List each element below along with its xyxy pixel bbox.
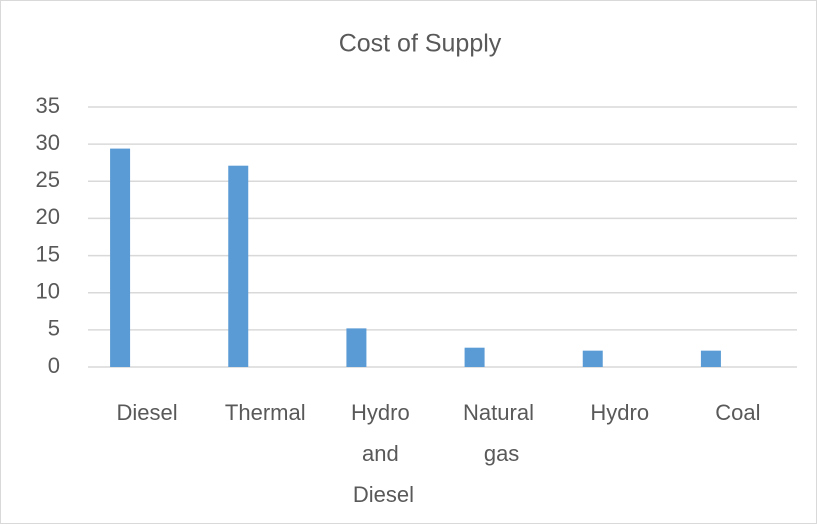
chart-title: Cost of Supply	[339, 30, 502, 58]
y-tick-label: 25	[36, 167, 60, 192]
x-tick-label: Coal	[715, 400, 760, 425]
x-tick-label: Thermal	[225, 400, 306, 425]
y-tick-label: 5	[48, 316, 60, 341]
y-tick-label: 30	[36, 130, 60, 155]
y-tick-label: 10	[36, 279, 60, 304]
y-tick-label: 0	[48, 353, 60, 378]
y-tick-label: 35	[36, 93, 60, 118]
bar	[110, 148, 131, 367]
y-tick-label: 15	[36, 241, 60, 266]
bar	[582, 350, 603, 367]
bar	[228, 165, 249, 367]
x-tick-label: Hydro and Diesel	[351, 400, 416, 507]
x-tick-label: Diesel	[117, 400, 178, 425]
bar	[346, 328, 367, 367]
x-tick-label: Natural gas	[463, 400, 540, 466]
y-tick-label: 20	[36, 204, 60, 229]
x-tick-label: Hydro	[590, 400, 649, 425]
bar	[700, 350, 721, 367]
bar	[464, 347, 485, 367]
